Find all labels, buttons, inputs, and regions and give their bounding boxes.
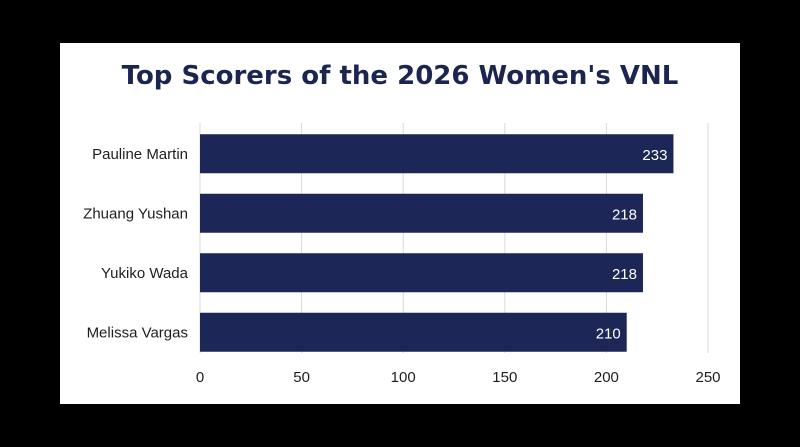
category-label: Pauline Martin [92, 146, 188, 163]
chart-title: Top Scorers of the 2026 Women's VNL [121, 61, 679, 91]
x-tick-label: 100 [391, 369, 416, 386]
bar-zhuang-yushan [200, 193, 643, 233]
bar-layer [200, 134, 674, 352]
chart-card: Top Scorers of the 2026 Women's VNL 0 50 1… [60, 43, 740, 404]
category-label: Melissa Vargas [87, 324, 188, 341]
bar-chart: 0 50 100 150 200 250 Pauline Martin 233 Zhuang Y… [83, 123, 721, 386]
x-tick-label: 0 [196, 369, 204, 386]
bar-pauline-martin [200, 134, 674, 174]
x-tick-label: 200 [594, 369, 619, 386]
bar-value-label: 233 [642, 147, 667, 164]
x-tick-label: 50 [293, 369, 310, 386]
category-label: Yukiko Wada [101, 265, 189, 282]
bar-melissa-vargas [200, 312, 627, 352]
bar-value-label: 218 [612, 206, 637, 223]
bar-value-label: 210 [596, 325, 621, 342]
x-tick-label: 250 [695, 369, 720, 386]
category-label: Zhuang Yushan [83, 205, 188, 222]
x-tick-label: 150 [492, 369, 517, 386]
bar-value-label: 218 [612, 266, 637, 283]
bar-yukiko-wada [200, 253, 643, 293]
label-layer: 0 50 100 150 200 250 Pauline Martin 233 Zhuang Y… [83, 146, 720, 386]
